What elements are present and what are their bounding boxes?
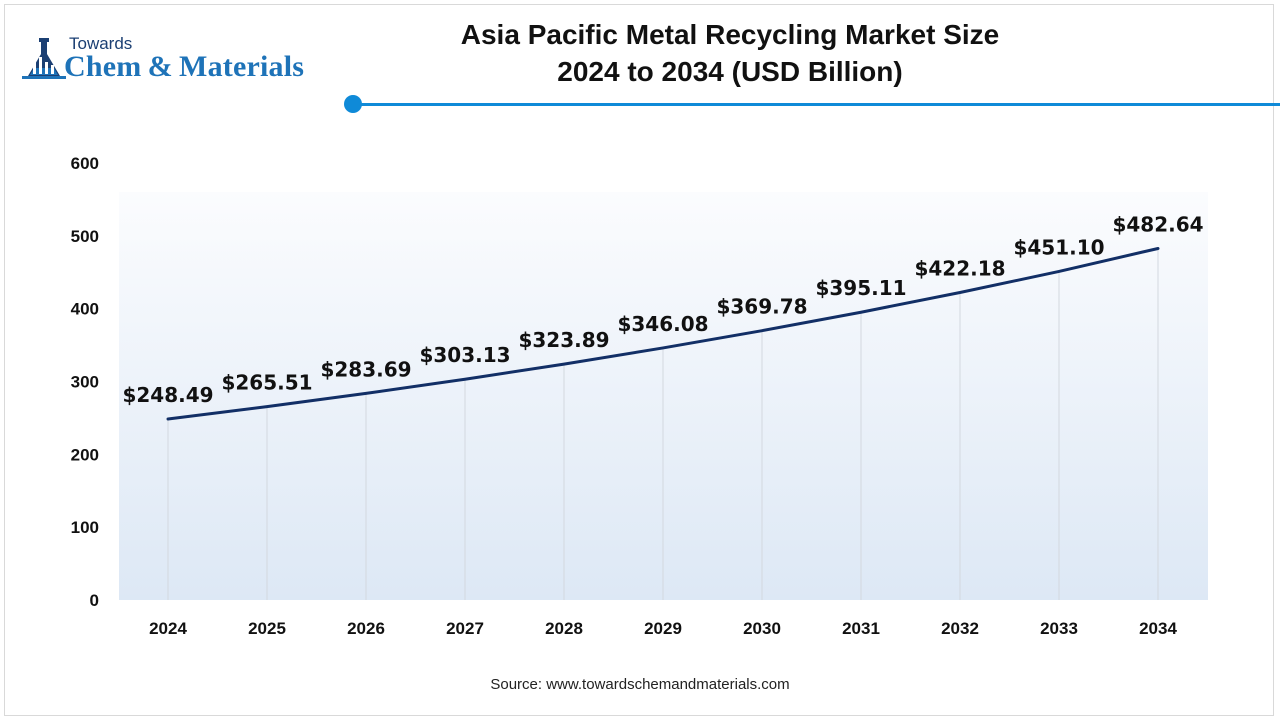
y-tick-label: 100 bbox=[71, 518, 99, 537]
drop-lines bbox=[167, 248, 1159, 600]
logo-towards-text: Towards bbox=[69, 34, 133, 53]
y-tick-label: 500 bbox=[71, 227, 99, 246]
chart-frame bbox=[4, 4, 1274, 716]
chart-title: Asia Pacific Metal Recycling Market Size… bbox=[430, 16, 1030, 90]
data-label: $451.10 bbox=[1013, 235, 1104, 259]
x-tick-label: 2025 bbox=[248, 619, 286, 638]
x-tick-label: 2030 bbox=[743, 619, 781, 638]
x-tick-label: 2031 bbox=[842, 619, 880, 638]
x-tick-label: 2032 bbox=[941, 619, 979, 638]
x-axis-ticks: 2024 2025 2026 2027 2028 2029 2030 2031 2032 2033… bbox=[149, 619, 1177, 638]
data-label: $283.69 bbox=[320, 357, 411, 381]
y-tick-label: 300 bbox=[71, 373, 99, 392]
title-underline bbox=[344, 95, 1280, 113]
data-label: $395.11 bbox=[815, 276, 906, 300]
data-label: $369.78 bbox=[716, 295, 807, 319]
brand-logo: Towards Chem & Materials bbox=[22, 34, 342, 90]
chart-title-line-2: 2024 to 2034 (USD Billion) bbox=[557, 56, 903, 87]
x-tick-label: 2028 bbox=[545, 619, 583, 638]
x-tick-label: 2024 bbox=[149, 619, 187, 638]
y-axis-ticks: 0 100 200 300 400 500 600 bbox=[71, 154, 99, 610]
y-tick-label: 400 bbox=[71, 300, 99, 319]
x-tick-label: 2026 bbox=[347, 619, 385, 638]
x-tick-label: 2029 bbox=[644, 619, 682, 638]
title-underline-line bbox=[353, 103, 1280, 106]
data-label: $482.64 bbox=[1112, 212, 1203, 236]
logo-brand-text: Chem & Materials bbox=[64, 50, 305, 83]
y-tick-label: 600 bbox=[71, 154, 99, 173]
flask-tower-icon bbox=[22, 38, 66, 79]
y-tick-label: 200 bbox=[71, 445, 99, 464]
data-label: $265.51 bbox=[221, 371, 312, 395]
x-tick-label: 2027 bbox=[446, 619, 484, 638]
chart-title-line-1: Asia Pacific Metal Recycling Market Size bbox=[460, 19, 1000, 50]
data-label: $346.08 bbox=[617, 312, 708, 336]
x-tick-label: 2033 bbox=[1040, 619, 1078, 638]
data-label: $248.49 bbox=[122, 383, 213, 407]
data-label: $422.18 bbox=[914, 257, 1005, 281]
series-line bbox=[166, 246, 1160, 421]
source-note: Source: www.towardschemandmaterials.com bbox=[490, 676, 790, 693]
data-label: $323.89 bbox=[518, 328, 609, 352]
data-label: $303.13 bbox=[419, 343, 510, 367]
y-tick-label: 0 bbox=[90, 591, 99, 610]
x-tick-label: 2034 bbox=[1139, 619, 1177, 638]
data-labels: $248.49 $265.51 $283.69 $303.13 $323.89 $346.… bbox=[122, 212, 1203, 407]
